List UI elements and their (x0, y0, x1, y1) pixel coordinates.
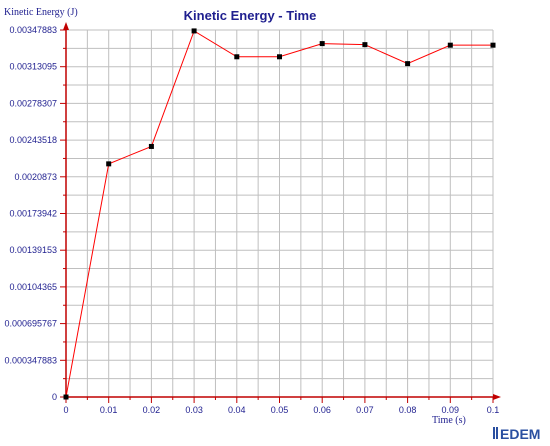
y-tick-label: 0.000347883 (4, 355, 57, 365)
chart-title: Kinetic Energy - Time (184, 8, 317, 23)
x-tick-label: 0.04 (228, 405, 246, 415)
data-point (277, 54, 282, 60)
data-point (148, 143, 154, 149)
edem-logo-icon (493, 427, 498, 439)
data-point (106, 161, 112, 167)
data-point (234, 54, 240, 60)
axes (60, 22, 501, 403)
x-tick-label: 0.01 (100, 405, 118, 415)
y-tick-label: 0.00278307 (9, 98, 57, 108)
edem-logo: EDEM (493, 426, 540, 442)
y-tick-label: 0.00139153 (9, 245, 57, 255)
x-tick-label: 0.03 (185, 405, 203, 415)
y-tick-label: 0.00313095 (9, 62, 57, 72)
grid (65, 29, 494, 398)
x-tick-label: 0.02 (143, 405, 161, 415)
x-tick-label: 0.05 (271, 405, 289, 415)
y-tick-labels: 0 0.000347883 0.000695767 0.00104365 0.00139… (4, 25, 57, 402)
y-tick-label: 0 (52, 392, 57, 402)
y-tick-label: 0.00173942 (9, 209, 57, 219)
y-tick-label: 0.000695767 (4, 319, 57, 329)
series-group (63, 28, 496, 400)
data-point (362, 42, 368, 48)
x-axis-arrow-icon (493, 394, 501, 400)
y-tick-label: 0.00347883 (9, 25, 57, 35)
x-tick-label: 0.07 (356, 405, 374, 415)
x-tick-label: 0.08 (399, 405, 417, 415)
y-tick-label: 0.00104365 (9, 282, 57, 292)
x-tick-label: 0.09 (442, 405, 460, 415)
x-axis-label: Time (s) (432, 415, 466, 426)
data-point (405, 61, 411, 67)
edem-logo-text: EDEM (500, 426, 540, 442)
x-tick-label: 0 (63, 405, 68, 415)
x-tick-label: 0.1 (487, 405, 500, 415)
y-axis-arrow-icon (63, 22, 69, 30)
data-point (63, 394, 69, 400)
data-point (447, 42, 453, 48)
y-tick-label: 0.00243518 (9, 135, 57, 145)
data-point (191, 28, 197, 34)
y-tick-label: 0.0020873 (14, 172, 57, 182)
x-tick-label: 0.06 (313, 405, 331, 415)
y-axis-label: Kinetic Energy (J) (4, 7, 78, 18)
data-point (319, 41, 325, 47)
data-point (490, 42, 496, 48)
x-tick-labels: 0 0.01 0.02 0.03 0.04 0.05 0.06 0.07 0.08 0.09 0.1 (63, 405, 499, 415)
